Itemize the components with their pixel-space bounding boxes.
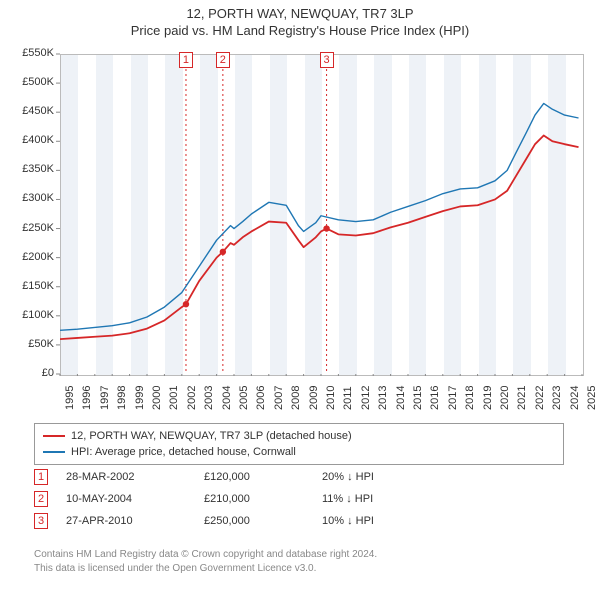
x-tick-label: 2011	[342, 386, 354, 410]
sale-date: 10-MAY-2004	[66, 493, 186, 505]
sale-marker-3: 3	[320, 52, 334, 68]
x-tick-label: 2017	[447, 386, 459, 410]
series-price_paid	[60, 135, 579, 339]
x-tick-label: 2024	[569, 386, 581, 410]
x-tick-label: 2008	[290, 386, 302, 410]
x-tick-label: 2009	[308, 386, 320, 410]
footer-attribution: Contains HM Land Registry data © Crown c…	[34, 548, 564, 575]
sale-diff: 10% ↓ HPI	[322, 515, 442, 527]
x-tick-label: 2021	[516, 386, 528, 410]
chart-title: 12, PORTH WAY, NEWQUAY, TR7 3LP	[0, 0, 600, 21]
x-tick-label: 2025	[586, 386, 598, 410]
sales-table: 1 28-MAR-2002 £120,000 20% ↓ HPI 2 10-MA…	[34, 466, 564, 532]
sale-row: 3 27-APR-2010 £250,000 10% ↓ HPI	[34, 510, 564, 532]
x-tick-label: 2013	[377, 386, 389, 410]
x-tick-label: 1995	[64, 386, 76, 410]
x-tick-label: 1996	[81, 386, 93, 410]
legend-swatch	[43, 451, 65, 453]
sale-marker-1: 1	[179, 52, 193, 68]
legend-label: HPI: Average price, detached house, Corn…	[71, 444, 296, 460]
sale-row: 1 28-MAR-2002 £120,000 20% ↓ HPI	[34, 466, 564, 488]
legend-item: 12, PORTH WAY, NEWQUAY, TR7 3LP (detache…	[43, 428, 555, 444]
sale-price: £120,000	[204, 471, 304, 483]
x-tick-label: 2020	[499, 386, 511, 410]
x-tick-label: 2010	[325, 386, 337, 410]
x-tick-label: 2015	[412, 386, 424, 410]
x-tick-label: 2006	[255, 386, 267, 410]
legend-swatch	[43, 435, 65, 437]
sale-diff: 20% ↓ HPI	[322, 471, 442, 483]
x-tick-label: 1999	[134, 386, 146, 410]
chart-area: £0£50K£100K£150K£200K£250K£300K£350K£400…	[0, 44, 600, 414]
footer-line-2: This data is licensed under the Open Gov…	[34, 562, 564, 576]
sale-row-marker: 2	[34, 491, 48, 507]
sale-row-marker: 3	[34, 513, 48, 529]
x-tick-label: 1997	[99, 386, 111, 410]
x-tick-label: 2000	[151, 386, 163, 410]
chart-subtitle: Price paid vs. HM Land Registry's House …	[0, 21, 600, 38]
legend-box: 12, PORTH WAY, NEWQUAY, TR7 3LP (detache…	[34, 423, 564, 465]
sale-marker-2: 2	[216, 52, 230, 68]
legend-item: HPI: Average price, detached house, Corn…	[43, 444, 555, 460]
sale-point	[323, 225, 329, 231]
x-tick-label: 2012	[360, 386, 372, 410]
x-tick-label: 2007	[273, 386, 285, 410]
legend-label: 12, PORTH WAY, NEWQUAY, TR7 3LP (detache…	[71, 428, 352, 444]
x-tick-label: 1998	[116, 386, 128, 410]
x-tick-label: 2004	[221, 386, 233, 410]
x-tick-label: 2016	[429, 386, 441, 410]
sale-diff: 11% ↓ HPI	[322, 493, 442, 505]
x-tick-label: 2005	[238, 386, 250, 410]
sale-price: £210,000	[204, 493, 304, 505]
x-tick-label: 2003	[203, 386, 215, 410]
x-tick-label: 2018	[464, 386, 476, 410]
x-tick-label: 2019	[482, 386, 494, 410]
series-hpi	[60, 103, 579, 330]
footer-line-1: Contains HM Land Registry data © Crown c…	[34, 548, 564, 562]
x-tick-label: 2002	[186, 386, 198, 410]
sale-point	[220, 249, 226, 255]
x-tick-label: 2023	[551, 386, 563, 410]
sale-date: 27-APR-2010	[66, 515, 186, 527]
sale-row: 2 10-MAY-2004 £210,000 11% ↓ HPI	[34, 488, 564, 510]
sale-price: £250,000	[204, 515, 304, 527]
plot-svg	[0, 44, 584, 376]
sale-row-marker: 1	[34, 469, 48, 485]
x-tick-label: 2014	[395, 386, 407, 410]
sale-date: 28-MAR-2002	[66, 471, 186, 483]
sale-point	[183, 301, 189, 307]
x-tick-label: 2022	[534, 386, 546, 410]
x-tick-label: 2001	[168, 386, 180, 410]
